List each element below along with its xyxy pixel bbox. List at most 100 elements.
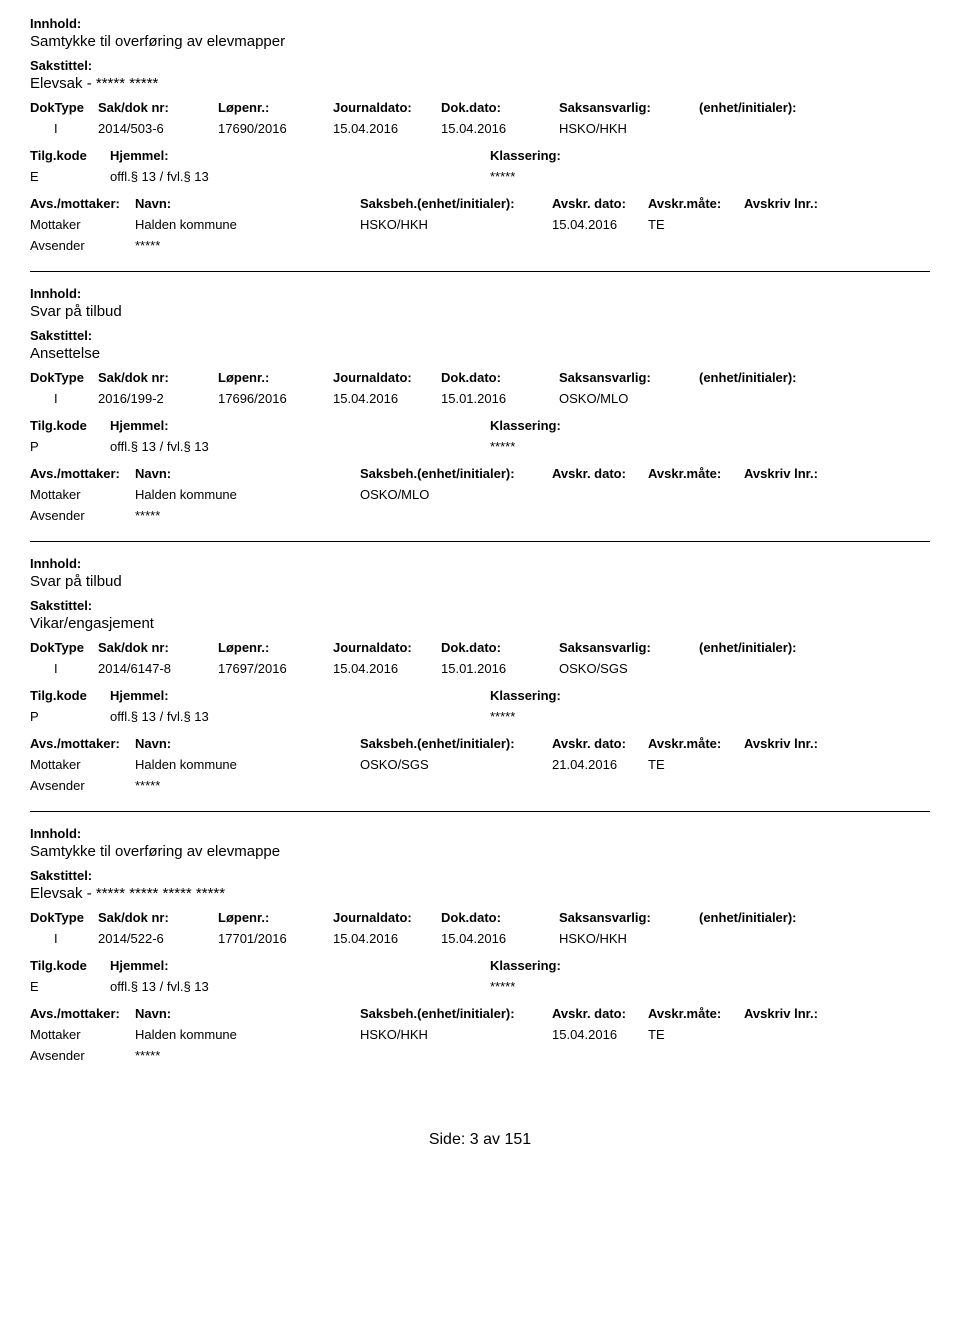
footer-side-label: Side: — [429, 1131, 465, 1148]
dokdato-header: Dok.dato: — [441, 910, 559, 925]
dokdato-value: 15.04.2016 — [441, 931, 559, 946]
tilgkode-value: E — [30, 979, 110, 994]
journal-record: Innhold: Svar på tilbud Sakstittel: Anse… — [30, 286, 930, 542]
saksbeh-header: Saksbeh.(enhet/initialer): — [360, 196, 552, 211]
innhold-label: Innhold: — [30, 556, 930, 571]
lopenr-value: 17696/2016 — [218, 391, 333, 406]
navn-header: Navn: — [135, 1006, 360, 1021]
lopenr-header: Løpenr.: — [218, 370, 333, 385]
doktype-header: DokType — [30, 100, 98, 115]
hjemmel-header: Hjemmel: — [110, 958, 490, 973]
mottaker-saksbeh: HSKO/HKH — [360, 217, 552, 232]
hjemmel-header: Hjemmel: — [110, 148, 490, 163]
navn-header: Navn: — [135, 466, 360, 481]
saksansvarlig-value: OSKO/MLO — [559, 391, 699, 406]
mottaker-mate — [648, 487, 744, 502]
mottaker-mate: TE — [648, 757, 744, 772]
mottaker-label: Mottaker — [30, 217, 135, 232]
avskrdato-header: Avskr. dato: — [552, 736, 648, 751]
doktype-value: I — [30, 121, 98, 136]
avsender-label: Avsender — [30, 1048, 135, 1063]
hjemmel-header: Hjemmel: — [110, 418, 490, 433]
saksansvarlig-header: Saksansvarlig: — [559, 640, 699, 655]
mottaker-label: Mottaker — [30, 1027, 135, 1042]
klassering-value: ***** — [490, 169, 690, 184]
innhold-value: Samtykke til overføring av elevmappe — [30, 843, 930, 860]
avsmottaker-header: Avs./mottaker: — [30, 736, 135, 751]
lopenr-value: 17701/2016 — [218, 931, 333, 946]
mottaker-saksbeh: OSKO/MLO — [360, 487, 552, 502]
saksansvarlig-value: HSKO/HKH — [559, 121, 699, 136]
avskrmate-header: Avskr.måte: — [648, 736, 744, 751]
saksbeh-header: Saksbeh.(enhet/initialer): — [360, 736, 552, 751]
avskrmate-header: Avskr.måte: — [648, 1006, 744, 1021]
page-footer: Side: 3 av 151 — [30, 1131, 930, 1149]
journal-record: Innhold: Samtykke til overføring av elev… — [30, 16, 930, 272]
avsmottaker-header: Avs./mottaker: — [30, 1006, 135, 1021]
mottaker-mate: TE — [648, 1027, 744, 1042]
hjemmel-header: Hjemmel: — [110, 688, 490, 703]
hjemmel-value: offl.§ 13 / fvl.§ 13 — [110, 439, 490, 454]
mottaker-dato: 15.04.2016 — [552, 217, 648, 232]
innhold-label: Innhold: — [30, 16, 930, 31]
journaldato-value: 15.04.2016 — [333, 121, 441, 136]
mottaker-navn: Halden kommune — [135, 487, 360, 502]
journaldato-value: 15.04.2016 — [333, 391, 441, 406]
doktype-value: I — [30, 391, 98, 406]
sakdoknr-value: 2014/503-6 — [98, 121, 218, 136]
hjemmel-value: offl.§ 13 / fvl.§ 13 — [110, 169, 490, 184]
journaldato-header: Journaldato: — [333, 910, 441, 925]
footer-av: av — [483, 1131, 500, 1148]
sakdoknr-header: Sak/dok nr: — [98, 100, 218, 115]
avskrivlnr-header: Avskriv lnr.: — [744, 196, 844, 211]
lopenr-value: 17697/2016 — [218, 661, 333, 676]
mottaker-label: Mottaker — [30, 487, 135, 502]
lopenr-value: 17690/2016 — [218, 121, 333, 136]
klassering-value: ***** — [490, 439, 690, 454]
mottaker-saksbeh: HSKO/HKH — [360, 1027, 552, 1042]
tilgkode-value: E — [30, 169, 110, 184]
saksansvarlig-header: Saksansvarlig: — [559, 100, 699, 115]
avsender-label: Avsender — [30, 508, 135, 523]
lopenr-header: Løpenr.: — [218, 910, 333, 925]
sakdoknr-header: Sak/dok nr: — [98, 370, 218, 385]
tilgkode-header: Tilg.kode — [30, 148, 110, 163]
mottaker-label: Mottaker — [30, 757, 135, 772]
dokdato-value: 15.01.2016 — [441, 391, 559, 406]
journal-record: Innhold: Svar på tilbud Sakstittel: Vika… — [30, 556, 930, 812]
hjemmel-value: offl.§ 13 / fvl.§ 13 — [110, 979, 490, 994]
sakdoknr-value: 2014/6147-8 — [98, 661, 218, 676]
doktype-value: I — [30, 661, 98, 676]
sakstittel-value: Elevsak - ***** ***** — [30, 75, 930, 92]
avskrdato-header: Avskr. dato: — [552, 196, 648, 211]
saksansvarlig-header: Saksansvarlig: — [559, 370, 699, 385]
innhold-value: Svar på tilbud — [30, 303, 930, 320]
footer-page-current: 3 — [470, 1131, 479, 1148]
journaldato-header: Journaldato: — [333, 370, 441, 385]
dokdato-value: 15.01.2016 — [441, 661, 559, 676]
avskrdato-header: Avskr. dato: — [552, 1006, 648, 1021]
avsmottaker-header: Avs./mottaker: — [30, 196, 135, 211]
saksansvarlig-value: HSKO/HKH — [559, 931, 699, 946]
avsender-navn: ***** — [135, 1048, 360, 1063]
tilgkode-value: P — [30, 709, 110, 724]
mottaker-dato — [552, 487, 648, 502]
sakstittel-label: Sakstittel: — [30, 598, 930, 613]
enhetinitialer-header: (enhet/initialer): — [699, 640, 849, 655]
avskrmate-header: Avskr.måte: — [648, 466, 744, 481]
klassering-value: ***** — [490, 979, 690, 994]
dokdato-header: Dok.dato: — [441, 640, 559, 655]
sakstittel-value: Ansettelse — [30, 345, 930, 362]
sakdoknr-value: 2016/199-2 — [98, 391, 218, 406]
sakstittel-value: Vikar/engasjement — [30, 615, 930, 632]
mottaker-dato: 15.04.2016 — [552, 1027, 648, 1042]
avskrivlnr-header: Avskriv lnr.: — [744, 736, 844, 751]
sakstittel-label: Sakstittel: — [30, 868, 930, 883]
dokdato-header: Dok.dato: — [441, 100, 559, 115]
journaldato-value: 15.04.2016 — [333, 661, 441, 676]
enhetinitialer-header: (enhet/initialer): — [699, 100, 849, 115]
mottaker-navn: Halden kommune — [135, 217, 360, 232]
journaldato-header: Journaldato: — [333, 100, 441, 115]
avsender-navn: ***** — [135, 508, 360, 523]
journaldato-value: 15.04.2016 — [333, 931, 441, 946]
